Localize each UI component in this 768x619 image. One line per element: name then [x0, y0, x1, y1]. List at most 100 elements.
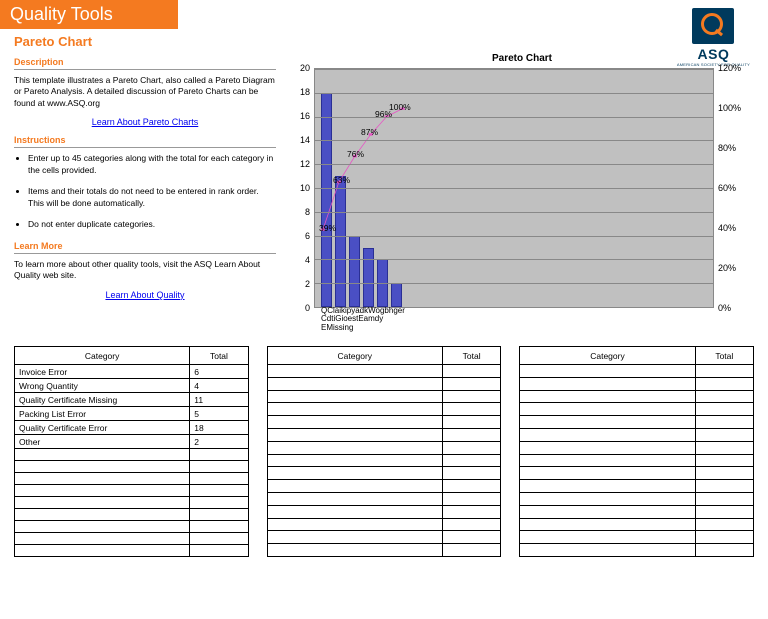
cell-category[interactable]	[520, 428, 695, 441]
cell-total[interactable]	[695, 531, 753, 544]
cell-category[interactable]	[267, 454, 442, 467]
cell-category[interactable]	[15, 545, 190, 557]
learn-quality-link[interactable]: Learn About Quality	[14, 290, 276, 300]
cell-total[interactable]	[190, 461, 248, 473]
cell-total[interactable]	[190, 473, 248, 485]
cell-total[interactable]	[442, 390, 500, 403]
cell-total[interactable]	[190, 449, 248, 461]
cell-category[interactable]	[520, 390, 695, 403]
table-row[interactable]	[520, 480, 754, 493]
cell-category[interactable]	[267, 365, 442, 378]
cell-total[interactable]: 2	[190, 435, 248, 449]
table-row[interactable]	[267, 454, 501, 467]
table-row[interactable]	[15, 533, 249, 545]
cell-category[interactable]	[267, 505, 442, 518]
table-row[interactable]	[520, 365, 754, 378]
cell-total[interactable]: 18	[190, 421, 248, 435]
cell-total[interactable]	[695, 365, 753, 378]
cell-category[interactable]	[15, 533, 190, 545]
cell-total[interactable]	[442, 377, 500, 390]
table-row[interactable]	[267, 518, 501, 531]
cell-total[interactable]	[442, 467, 500, 480]
table-row[interactable]: Quality Certificate Error18	[15, 421, 249, 435]
cell-total[interactable]	[442, 492, 500, 505]
cell-total[interactable]	[695, 467, 753, 480]
cell-category[interactable]	[15, 497, 190, 509]
cell-total[interactable]	[190, 545, 248, 557]
cell-category[interactable]	[267, 492, 442, 505]
cell-total[interactable]	[442, 441, 500, 454]
cell-total[interactable]: 4	[190, 379, 248, 393]
cell-category[interactable]	[15, 473, 190, 485]
table-row[interactable]	[15, 509, 249, 521]
cell-total[interactable]	[442, 544, 500, 557]
cell-category[interactable]	[267, 518, 442, 531]
cell-total[interactable]	[442, 480, 500, 493]
cell-category[interactable]	[15, 449, 190, 461]
cell-total[interactable]: 5	[190, 407, 248, 421]
cell-category[interactable]	[267, 531, 442, 544]
table-row[interactable]	[520, 454, 754, 467]
table-row[interactable]	[15, 545, 249, 557]
table-row[interactable]	[267, 416, 501, 429]
cell-category[interactable]	[15, 521, 190, 533]
table-row[interactable]	[15, 461, 249, 473]
table-row[interactable]	[520, 492, 754, 505]
cell-category[interactable]	[520, 403, 695, 416]
cell-total[interactable]	[695, 505, 753, 518]
table-row[interactable]	[520, 416, 754, 429]
table-row[interactable]	[15, 497, 249, 509]
cell-total[interactable]	[442, 454, 500, 467]
cell-total[interactable]	[695, 518, 753, 531]
table-row[interactable]	[520, 531, 754, 544]
table-row[interactable]	[15, 521, 249, 533]
cell-category[interactable]	[520, 505, 695, 518]
cell-category[interactable]	[520, 531, 695, 544]
table-row[interactable]: Invoice Error6	[15, 365, 249, 379]
table-row[interactable]	[267, 544, 501, 557]
cell-category[interactable]	[520, 454, 695, 467]
cell-category[interactable]	[520, 467, 695, 480]
cell-category[interactable]	[267, 441, 442, 454]
table-row[interactable]	[15, 449, 249, 461]
cell-total[interactable]	[695, 428, 753, 441]
table-row[interactable]: Other2	[15, 435, 249, 449]
cell-category[interactable]	[267, 544, 442, 557]
table-row[interactable]	[520, 390, 754, 403]
cell-total[interactable]	[442, 365, 500, 378]
learn-pareto-link[interactable]: Learn About Pareto Charts	[14, 117, 276, 127]
cell-total[interactable]	[442, 518, 500, 531]
cell-category[interactable]	[520, 492, 695, 505]
cell-total[interactable]	[695, 480, 753, 493]
cell-category[interactable]	[15, 509, 190, 521]
cell-category[interactable]	[267, 403, 442, 416]
cell-total[interactable]	[442, 531, 500, 544]
cell-total[interactable]	[442, 428, 500, 441]
cell-category[interactable]	[267, 467, 442, 480]
table-row[interactable]	[267, 377, 501, 390]
table-row[interactable]	[520, 403, 754, 416]
table-row[interactable]	[520, 441, 754, 454]
cell-category[interactable]: Other	[15, 435, 190, 449]
cell-total[interactable]	[695, 544, 753, 557]
table-row[interactable]	[267, 467, 501, 480]
cell-total[interactable]	[190, 521, 248, 533]
table-row[interactable]	[520, 377, 754, 390]
cell-category[interactable]	[15, 461, 190, 473]
table-row[interactable]	[267, 441, 501, 454]
cell-total[interactable]	[442, 403, 500, 416]
table-row[interactable]	[15, 485, 249, 497]
cell-total[interactable]	[695, 416, 753, 429]
cell-category[interactable]: Invoice Error	[15, 365, 190, 379]
cell-category[interactable]: Packing List Error	[15, 407, 190, 421]
cell-category[interactable]	[520, 480, 695, 493]
table-row[interactable]	[520, 428, 754, 441]
cell-category[interactable]	[520, 365, 695, 378]
table-row[interactable]	[267, 390, 501, 403]
cell-category[interactable]: Quality Certificate Missing	[15, 393, 190, 407]
cell-category[interactable]: Quality Certificate Error	[15, 421, 190, 435]
table-row[interactable]	[267, 531, 501, 544]
table-row[interactable]	[267, 480, 501, 493]
cell-total[interactable]	[442, 505, 500, 518]
cell-total[interactable]	[695, 390, 753, 403]
